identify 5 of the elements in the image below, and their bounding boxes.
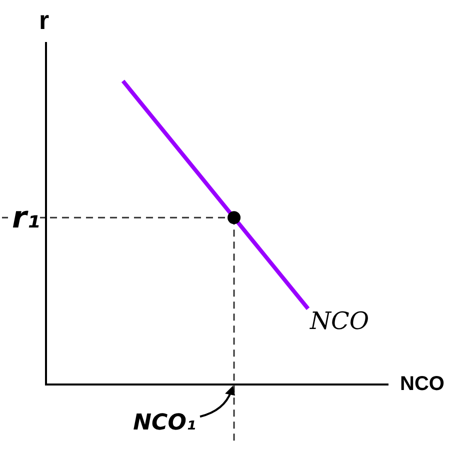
ref-line-label: r₁ xyxy=(12,200,40,236)
series-label: NCO xyxy=(309,306,370,335)
text: NCO₁ xyxy=(133,410,196,436)
y-axis-title: r xyxy=(38,5,50,36)
x-axis-title: NCO xyxy=(400,373,444,396)
